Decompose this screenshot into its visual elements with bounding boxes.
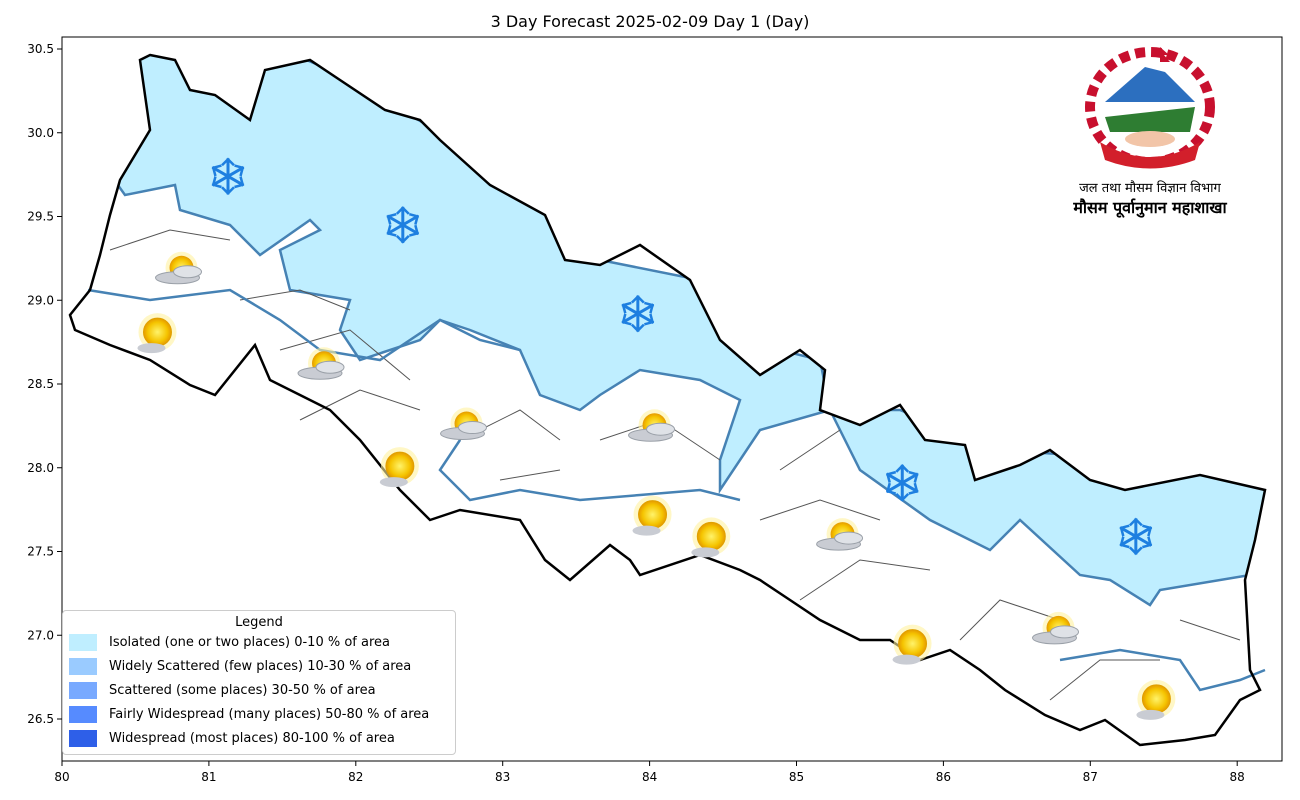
nepal-emblem-icon [1085, 47, 1215, 169]
legend-label: Widespread (most places) 80-100 % of are… [109, 730, 395, 746]
x-tick-label: 88 [1230, 770, 1245, 784]
partly-cloudy-icon [155, 251, 203, 285]
weather-icons [137, 157, 1176, 720]
snow-icon [211, 157, 245, 196]
x-tick-label: 87 [1083, 770, 1098, 784]
x-tick-label: 81 [201, 770, 216, 784]
snow-icon [1119, 517, 1153, 556]
x-tick-label: 80 [54, 770, 69, 784]
y-tick-label: 28.5 [27, 377, 54, 391]
legend-label: Scattered (some places) 30-50 % of area [109, 682, 376, 698]
x-tick-label: 85 [789, 770, 804, 784]
department-name: जल तथा मौसम विज्ञान विभाग [1079, 181, 1221, 196]
sunny-icon [137, 313, 177, 354]
district-borders [109, 229, 1241, 701]
y-tick-label: 28.0 [27, 461, 54, 475]
sunny-icon [632, 495, 672, 536]
partly-cloudy-icon [1032, 611, 1080, 645]
y-tick-label: 30.0 [27, 126, 54, 140]
y-tick-label: 27.5 [27, 545, 54, 559]
legend-item: Widely Scattered (few places) 10-30 % of… [63, 654, 455, 678]
legend-swatch [69, 705, 97, 723]
partly-cloudy-icon [440, 407, 488, 441]
sunny-icon [1136, 679, 1176, 720]
legend-item: Isolated (one or two places) 0-10 % of a… [63, 630, 455, 654]
legend-swatch [69, 633, 97, 651]
x-tick-label: 82 [348, 770, 363, 784]
snow-icon [621, 294, 655, 333]
legend-label: Widely Scattered (few places) 10-30 % of… [109, 658, 412, 674]
sunny-icon [691, 517, 731, 558]
legend-title: Legend [235, 615, 283, 630]
legend-item: Widespread (most places) 80-100 % of are… [63, 726, 455, 750]
legend: Legend Isolated (one or two places) 0-10… [62, 610, 456, 755]
axis-ticks: 80 81 82 83 84 85 86 87 88 26.5 27.0 27.5 28.0 28.5 29… [27, 42, 1245, 784]
legend-label: Fairly Widespread (many places) 50-80 % … [109, 706, 430, 722]
legend-label: Isolated (one or two places) 0-10 % of a… [109, 634, 390, 650]
legend-swatch [69, 657, 97, 675]
y-tick-label: 26.5 [27, 712, 54, 726]
sunny-icon [892, 624, 932, 665]
partly-cloudy-icon [297, 347, 345, 380]
y-tick-label: 29.5 [27, 210, 54, 224]
y-tick-label: 30.5 [27, 42, 54, 56]
snow-icon [885, 464, 919, 502]
legend-swatch [69, 729, 97, 747]
snow-icon [386, 206, 420, 244]
partly-cloudy-icon [816, 518, 864, 551]
dhm-logo: जल तथा मौसम विज्ञान विभाग मौसम पूर्वानुम… [1045, 42, 1255, 218]
x-tick-label: 83 [495, 770, 510, 784]
sunny-icon [379, 447, 419, 488]
division-name: मौसम पूर्वानुमान महाशाखा [1073, 198, 1227, 217]
y-tick-label: 29.0 [27, 293, 54, 307]
plot-frame [61, 36, 1283, 762]
y-tick-label: 27.0 [27, 628, 54, 642]
x-tick-label: 86 [936, 770, 951, 784]
x-tick-label: 84 [642, 770, 657, 784]
legend-item: Scattered (some places) 30-50 % of area [63, 678, 455, 702]
legend-item: Fairly Widespread (many places) 50-80 % … [63, 702, 455, 726]
legend-swatch [69, 681, 97, 699]
figure-title: 3 Day Forecast 2025-02-09 Day 1 (Day) [490, 12, 810, 31]
nepal-border [68, 53, 1267, 747]
partly-cloudy-icon [628, 409, 676, 442]
